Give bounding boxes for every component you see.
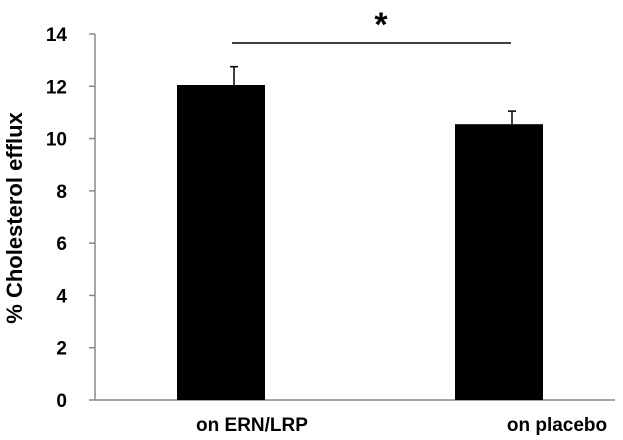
x-tick-label: on ERN/LRP	[196, 415, 308, 436]
y-tick-label: 2	[56, 339, 67, 360]
bar	[455, 124, 543, 400]
significance-annotation: *	[232, 6, 511, 44]
y-tick-label: 10	[46, 130, 67, 151]
bar	[177, 84, 265, 400]
bars: on ERN/LRP on placebo	[177, 65, 607, 436]
y-tick-label: 0	[56, 391, 67, 412]
y-tick-label: 12	[46, 77, 67, 98]
y-tick-label: 14	[46, 25, 68, 46]
x-tick-label: on placebo	[507, 415, 607, 436]
y-tick-label: 8	[56, 182, 67, 203]
y-tick-label: 4	[56, 286, 67, 307]
y-tick-label: 6	[56, 234, 67, 255]
y-axis-title: % Cholesterol efflux	[2, 111, 27, 323]
significance-star: *	[374, 6, 388, 44]
